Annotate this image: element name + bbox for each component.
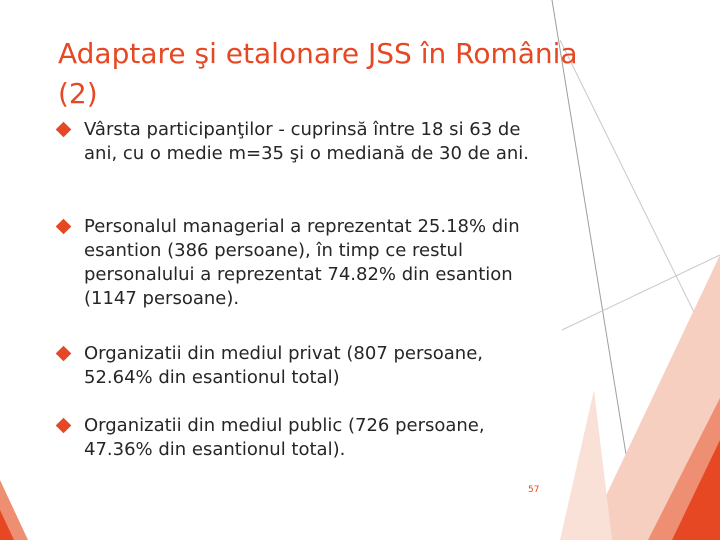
bullet-text: Personalul managerial a reprezentat 25.1… <box>84 216 520 309</box>
bullet-item-age: Vârsta participanţilor - cuprinsă între … <box>55 118 548 166</box>
bullet-item-public: Organizatii din mediul public (726 perso… <box>55 414 548 462</box>
slide-title: Adaptare şi etalonare JSS în România (2) <box>58 37 578 110</box>
page-number: 57 <box>528 485 540 495</box>
bullet-item-management: Personalul managerial a reprezentat 25.1… <box>55 215 548 311</box>
diamond-bullet-icon <box>55 121 72 138</box>
bullet-item-private: Organizatii din mediul privat (807 perso… <box>55 342 548 390</box>
diamond-bullet-icon <box>55 218 72 235</box>
bullet-text: Organizatii din mediul public (726 perso… <box>84 415 485 460</box>
diamond-bullet-icon <box>55 345 72 362</box>
bullet-text: Organizatii din mediul privat (807 perso… <box>84 343 484 388</box>
bullet-text: Vârsta participanţilor - cuprinsă între … <box>84 119 530 164</box>
diamond-bullet-icon <box>55 417 72 434</box>
